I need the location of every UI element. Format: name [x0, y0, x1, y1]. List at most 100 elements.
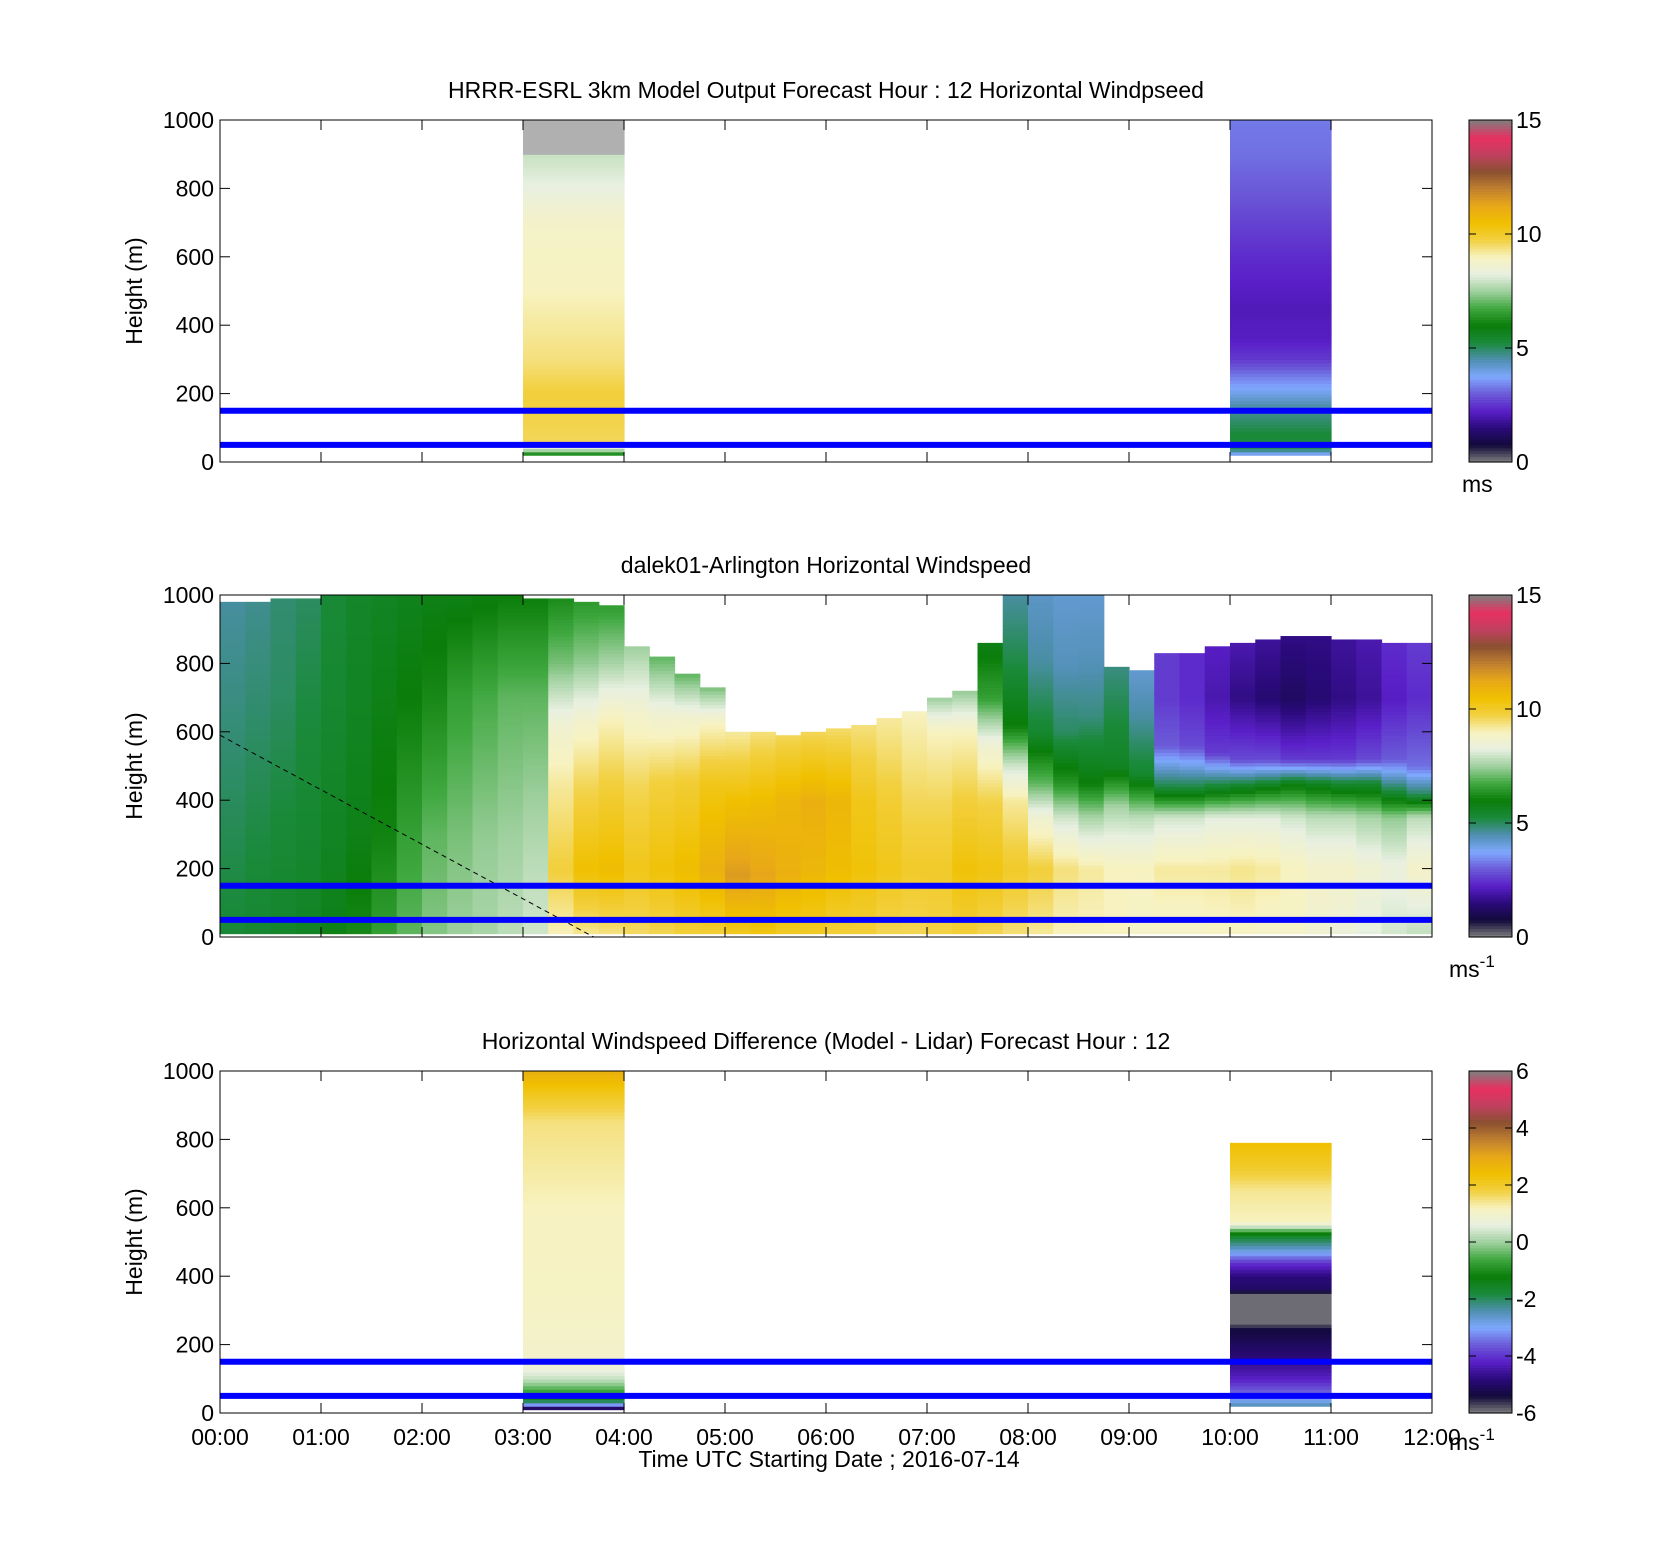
- heatmap-cell: [523, 889, 549, 894]
- heatmap-cell: [1255, 748, 1282, 753]
- heatmap-cell: [901, 793, 928, 798]
- heatmap-cell: [497, 810, 524, 815]
- heatmap-cell: [371, 742, 398, 747]
- heatmap-cell: [952, 745, 979, 750]
- heatmap-cell: [1028, 701, 1054, 706]
- heatmap-cell: [1255, 783, 1282, 788]
- heatmap-cell: [977, 865, 1004, 870]
- heatmap-cell: [750, 738, 777, 743]
- heatmap-cell: [523, 123, 625, 128]
- heatmap-cell: [523, 332, 625, 337]
- heatmap-cell: [548, 612, 575, 617]
- colorbar-unit-label: ms: [1462, 471, 1493, 497]
- colorbar-segment: [1469, 128, 1512, 132]
- heatmap-cell: [977, 858, 1004, 863]
- heatmap-cell: [952, 718, 979, 723]
- heatmap-cell: [1154, 659, 1181, 664]
- colorbar-segment: [1469, 623, 1512, 627]
- heatmap-cell: [523, 618, 549, 623]
- heatmap-cell: [1381, 646, 1408, 651]
- heatmap-cell: [800, 837, 827, 842]
- heatmap-cell: [1103, 704, 1130, 709]
- heatmap-cell: [1255, 872, 1282, 877]
- heatmap-cell: [321, 711, 347, 716]
- heatmap-cell: [321, 714, 347, 719]
- heatmap-cell: [1331, 735, 1357, 740]
- heatmap-cell: [1154, 759, 1181, 764]
- heatmap-cell: [977, 813, 1004, 818]
- heatmap-cell: [245, 608, 272, 613]
- heatmap-cell: [1028, 690, 1054, 695]
- heatmap-cell: [295, 721, 322, 726]
- colorbar-tick-label: 15: [1516, 582, 1542, 608]
- heatmap-cell: [1204, 752, 1231, 757]
- y-tick-label: 800: [176, 1126, 214, 1152]
- heatmap-cell: [573, 762, 600, 767]
- colorbar-segment: [1469, 1156, 1512, 1160]
- heatmap-cell: [674, 687, 701, 692]
- heatmap-cell: [1230, 827, 1256, 832]
- heatmap-cell: [548, 779, 575, 784]
- heatmap-cell: [1129, 793, 1155, 798]
- colorbar-segment: [1469, 345, 1512, 349]
- heatmap-cell: [1331, 677, 1357, 682]
- heatmap-cell: [523, 1135, 625, 1140]
- heatmap-cell: [472, 659, 499, 664]
- heatmap-cell: [1204, 844, 1231, 849]
- heatmap-cell: [775, 779, 802, 784]
- heatmap-cell: [1053, 752, 1080, 757]
- heatmap-cell: [952, 872, 979, 877]
- heatmap-cell: [1255, 738, 1282, 743]
- heatmap-cell: [1078, 707, 1105, 712]
- heatmap-cell: [775, 865, 802, 870]
- heatmap-cell: [1230, 414, 1332, 419]
- heatmap-cell: [750, 817, 777, 822]
- heatmap-cell: [1331, 639, 1357, 644]
- heatmap-cell: [1028, 605, 1054, 610]
- heatmap-cell: [422, 622, 448, 627]
- heatmap-cell: [1381, 789, 1408, 794]
- heatmap-cell: [699, 861, 726, 866]
- heatmap-cell: [1078, 755, 1105, 760]
- heatmap-cell: [775, 923, 802, 928]
- heatmap-cell: [523, 721, 549, 726]
- heatmap-cell: [295, 796, 322, 801]
- heatmap-cell: [1028, 769, 1054, 774]
- heatmap-cell: [1103, 742, 1130, 747]
- heatmap-cell: [851, 766, 878, 771]
- heatmap-cell: [1053, 851, 1080, 856]
- heatmap-cell: [901, 906, 928, 911]
- heatmap-cell: [624, 848, 650, 853]
- colorbar-segment: [1469, 894, 1512, 898]
- heatmap-cell: [649, 820, 676, 825]
- heatmap-cell: [1230, 848, 1256, 853]
- y-tick-label: 200: [176, 381, 214, 407]
- heatmap-cell: [1230, 807, 1256, 812]
- heatmap-cell: [346, 827, 373, 832]
- colorbar-segment: [1469, 1185, 1512, 1189]
- heatmap-cell: [1053, 899, 1080, 904]
- heatmap-cell: [1179, 776, 1206, 781]
- heatmap-cell: [1305, 772, 1332, 777]
- heatmap-cell: [1305, 721, 1332, 726]
- heatmap-cell: [523, 673, 549, 678]
- colorbar-segment: [1469, 333, 1512, 338]
- heatmap-cell: [1028, 868, 1054, 873]
- heatmap-cell: [851, 837, 878, 842]
- colorbar-segment: [1469, 1173, 1512, 1178]
- heatmap-cell: [1230, 431, 1332, 436]
- heatmap-cell: [321, 731, 347, 736]
- heatmap-cell: [674, 889, 701, 894]
- heatmap-cell: [624, 670, 650, 675]
- heatmap-cell: [422, 861, 448, 866]
- heatmap-cell: [497, 817, 524, 822]
- heatmap-cell: [573, 899, 600, 904]
- heatmap-cell: [1078, 827, 1105, 832]
- heatmap-cell: [1381, 926, 1408, 931]
- heatmap-cell: [497, 738, 524, 743]
- heatmap-cell: [649, 834, 676, 839]
- heatmap-cell: [245, 742, 272, 747]
- colorbar-segment: [1469, 356, 1512, 360]
- heatmap-cell: [472, 766, 499, 771]
